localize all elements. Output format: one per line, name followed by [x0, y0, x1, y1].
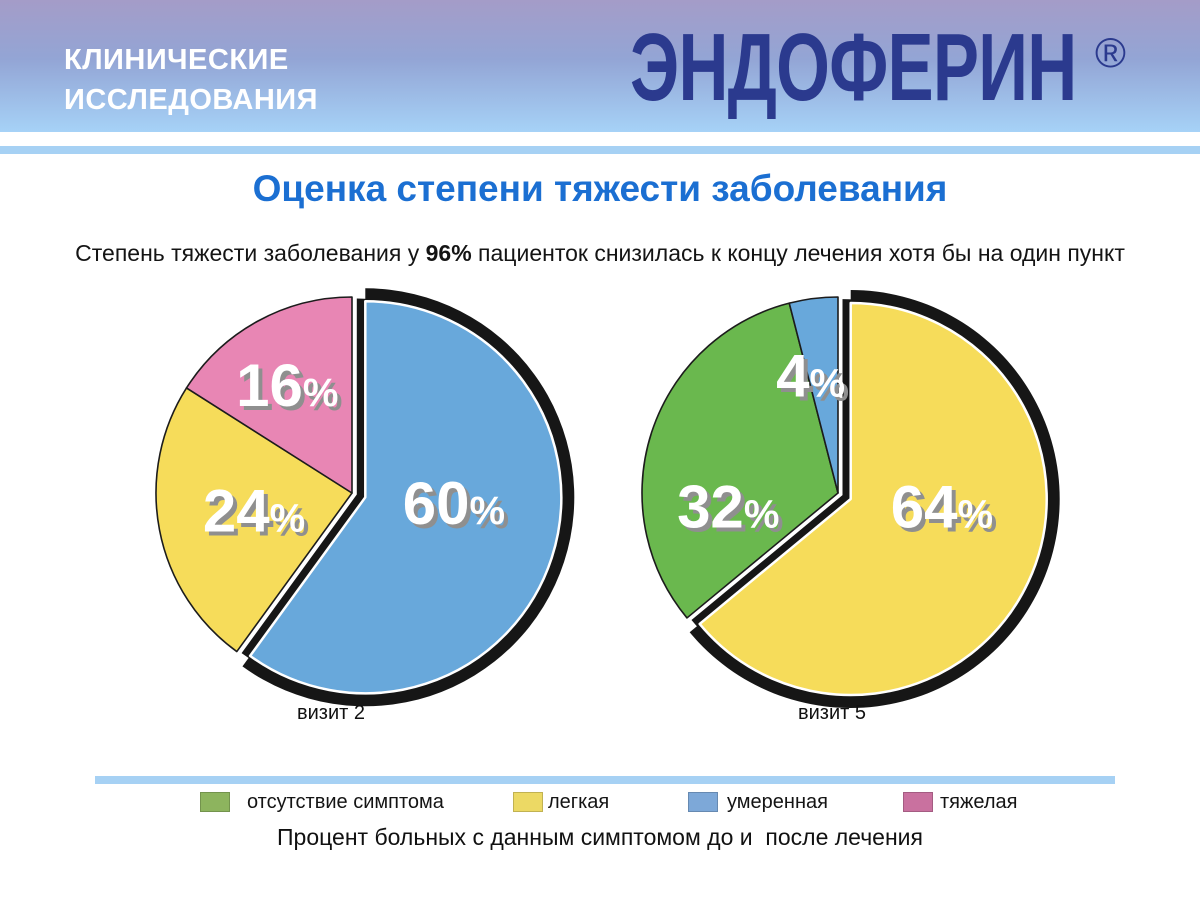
legend-label-0: отсутствие симптома — [247, 791, 444, 813]
pie-caption-visit-5: визит 5 — [798, 702, 866, 724]
tagline-line2: ИССЛЕДОВАНИЯ — [64, 84, 318, 116]
pie-chart-visit-2: 60% 60% 24% 24% 16% 16% — [127, 270, 597, 730]
legend-divider — [95, 776, 1115, 784]
pie-0-label-0: 60% — [403, 470, 505, 537]
legend-label-2: умеренная — [727, 791, 828, 813]
pie-1-slice-1 — [641, 302, 839, 619]
header-banner: КЛИНИЧЕСКИЕ ИССЛЕДОВАНИЯ ЭНДОФЕРИН ® — [0, 0, 1200, 132]
pie-0-slice-2 — [185, 296, 353, 494]
registered-trademark-icon: ® — [1095, 29, 1126, 76]
legend-swatch-3 — [903, 792, 933, 812]
bottom-caption: Процент больных с данным симптомом до и … — [277, 824, 923, 850]
pie-0-label-0-shadow: 60% — [407, 474, 509, 541]
pie-1-slice-2 — [788, 296, 839, 494]
header-tagline: КЛИНИЧЕСКИЕ ИССЛЕДОВАНИЯ — [64, 40, 318, 120]
header-divider-stripe — [0, 146, 1200, 154]
pie-1-label-1-shadow: 32% — [681, 478, 783, 545]
subtitle-post: пациенток снизилась к концу лечения хотя… — [471, 240, 1125, 266]
legend: отсутствие симптома легкая умеренная тяжела… — [0, 788, 1200, 816]
legend-swatch-2 — [688, 792, 718, 812]
pie-0-label-1: 24% — [203, 478, 305, 545]
legend-swatch-1 — [513, 792, 543, 812]
pie-1-slice-0 — [698, 301, 1048, 697]
subtitle-highlight: 96% — [425, 240, 472, 266]
pie-1-label-2-shadow: 4% — [780, 346, 849, 413]
tagline-line1: КЛИНИЧЕСКИЕ — [64, 44, 289, 76]
subtitle: Степень тяжести заболевания у 96% пациен… — [0, 240, 1200, 267]
legend-label-1: легкая — [548, 791, 610, 813]
subtitle-pre: Степень тяжести заболевания у — [75, 240, 426, 266]
legend-label-3: тяжелая — [940, 791, 1018, 813]
pie-caption-visit-2: визит 2 — [297, 702, 365, 724]
page-title: Оценка степени тяжести заболевания — [252, 168, 948, 209]
pie-0-slice-0 — [248, 300, 563, 695]
pie-0-label-2-shadow: 16% — [240, 356, 342, 423]
pie-1-label-0-shadow: 64% — [895, 478, 997, 545]
pie-1-label-1: 32% — [677, 474, 779, 541]
pie-svg-0: 60%60% 24%24% 16%16% — [155, 288, 575, 707]
pie-0-label-2: 16% — [236, 352, 338, 419]
brand-name: ЭНДОФЕРИН — [630, 14, 1077, 121]
legend-swatch-0 — [200, 792, 230, 812]
pie-0-slice-1 — [155, 387, 353, 653]
pie-1-label-0: 64% — [891, 474, 993, 541]
pie-1-label-2: 4% — [776, 342, 845, 409]
brand-logo: ЭНДОФЕРИН ® — [630, 18, 1170, 118]
pie-0-label-1-shadow: 24% — [207, 482, 309, 549]
pie-svg-1: 64%64%32%32%4%4% — [641, 290, 1060, 708]
pie-chart-visit-5: 64% 64% 32% 32% 4% 4% — [613, 270, 1083, 730]
